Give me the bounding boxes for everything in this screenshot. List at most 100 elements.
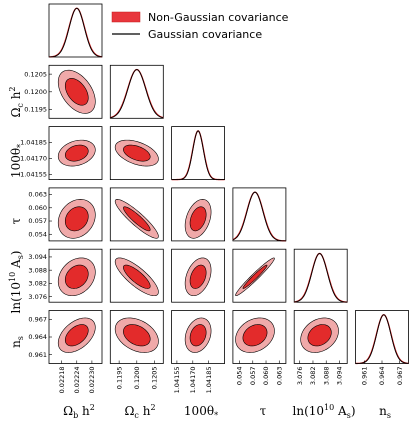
ytick-label: 0.1200 (24, 88, 47, 96)
panel-4-4 (293, 248, 348, 303)
panel-5-0: 0.961 0.964 0.967 0.02218 0.02224 0.02230 (28, 310, 103, 394)
panel-frame (355, 310, 409, 364)
panel-4-3 (232, 248, 287, 303)
panel-frame (48, 3, 103, 58)
panel-frame (109, 64, 164, 119)
marginal-gaussian-2 (171, 130, 225, 181)
panel-frame (232, 187, 287, 242)
xtick-label: 0.1205 (151, 367, 159, 390)
contour-68 (123, 206, 151, 232)
panel-frame (293, 248, 348, 303)
panel-3-0: 0.054 0.057 0.060 0.063 (28, 187, 103, 242)
ytick-label: 1.04170 (20, 155, 47, 163)
xtick-label: 0.964 (378, 367, 386, 386)
xtick-label: 0.1200 (133, 367, 141, 390)
ytick-label: 0.1195 (24, 106, 47, 114)
marginal-gaussian-1 (110, 69, 164, 119)
xlabel-tau: τ (260, 404, 267, 418)
ylabel-lnAs: ln(1010 As) (8, 251, 25, 314)
contour-68 (242, 264, 268, 289)
xlabel-lnAs: ln(1010 As) (293, 403, 356, 420)
panel-5-1: 0.1195 0.1200 0.1205 (109, 310, 164, 390)
marginal-gaussian-0 (48, 7, 103, 58)
contour-68 (189, 324, 207, 347)
panel-2-1 (109, 126, 164, 180)
contour-68 (64, 78, 89, 106)
ylabel-omch2: Ωc h2 (8, 86, 25, 117)
contour-68 (64, 206, 89, 232)
panel-1-0: 0.1195 0.1200 0.1205 (24, 64, 103, 119)
ylabel-ns: ns (9, 336, 25, 348)
ytick-label: 3.088 (28, 266, 47, 274)
panel-5-4: 3.076 3.082 3.088 3.094 (293, 310, 348, 386)
contour-68 (64, 144, 89, 162)
ytick-label: 1.04185 (20, 139, 47, 147)
panel-5-3: 0.054 0.057 0.060 0.063 (232, 310, 287, 386)
y-axis-labels: Ωc h2 100θ* τ ln(1010 As) ns (8, 86, 25, 347)
ytick-label: 0.057 (28, 217, 47, 225)
xtick-label: 0.02218 (58, 367, 66, 394)
contour-68 (64, 264, 89, 289)
panel-3-1 (109, 187, 164, 242)
ytick-label: 0.967 (28, 316, 47, 324)
xtick-label: 0.063 (275, 367, 283, 386)
xtick-label: 0.967 (396, 367, 404, 386)
panel-1-1 (109, 64, 164, 119)
xtick-label: 3.082 (309, 367, 317, 386)
xtick-label: 0.057 (249, 367, 257, 386)
ytick-label: 3.076 (28, 293, 47, 301)
x-axis-labels: Ωb h2 Ωc h2 100θ* τ ln(1010 As) ns (63, 403, 391, 420)
ytick-label: 3.082 (28, 280, 47, 288)
ylabel-tau: τ (9, 217, 23, 224)
xtick-label: 1.04185 (205, 367, 213, 394)
contour-68 (64, 324, 89, 347)
xlabel-omch2: Ωc h2 (124, 403, 155, 420)
ytick-label: 0.063 (28, 191, 47, 199)
contour-68 (189, 206, 207, 232)
panel-5-5: 0.961 0.964 0.967 (355, 310, 409, 386)
ytick-label: 0.1205 (24, 70, 47, 78)
xtick-label: 0.961 (361, 367, 369, 386)
xtick-label: 3.094 (336, 367, 344, 386)
contour-68 (123, 324, 151, 347)
contour-68 (307, 324, 332, 347)
legend-patch-nongaussian (111, 11, 141, 23)
contour-68 (242, 324, 268, 347)
panel-3-2 (171, 187, 226, 242)
panel-frame (171, 126, 226, 180)
xtick-label: 1.04170 (189, 367, 197, 394)
ytick-label: 3.094 (28, 253, 47, 261)
panels-group: 0.1195 0.1200 0.1205 1.04155 1.04170 1.04185 0… (20, 3, 409, 394)
ytick-label: 0.054 (28, 230, 47, 238)
xlabel-ns: ns (379, 404, 391, 420)
panel-3-3 (232, 187, 287, 242)
ytick-label: 0.060 (28, 204, 47, 212)
xlabel-theta: 100θ* (184, 404, 218, 420)
ytick-label: 0.961 (28, 351, 47, 359)
xtick-label: 0.02224 (73, 367, 81, 394)
legend: Non-Gaussian covariance Gaussian covaria… (111, 11, 289, 41)
panel-4-2 (171, 248, 226, 303)
ytick-label: 0.964 (28, 333, 47, 341)
xtick-label: 3.088 (322, 367, 330, 386)
ylabel-theta: 100θ* (9, 144, 25, 178)
marginal-gaussian-4 (294, 252, 348, 303)
contour-68 (189, 264, 207, 289)
panel-2-0: 1.04155 1.04170 1.04185 (20, 126, 103, 180)
panel-4-1 (109, 248, 164, 303)
xtick-label: 0.1195 (115, 367, 123, 390)
legend-label-gaussian: Gaussian covariance (148, 28, 262, 41)
xtick-label: 3.076 (296, 367, 304, 386)
xtick-label: 1.04155 (173, 367, 181, 394)
panel-5-2: 1.04155 1.04170 1.04185 (171, 310, 226, 394)
xtick-label: 0.054 (236, 367, 244, 386)
contour-68 (123, 144, 151, 162)
marginal-gaussian-3 (232, 191, 286, 242)
xtick-label: 0.02230 (88, 367, 96, 394)
legend-label-nongaussian: Non-Gaussian covariance (148, 11, 289, 24)
xtick-label: 0.060 (262, 367, 270, 386)
panel-0-0 (48, 3, 103, 58)
xlabel-ombh2: Ωb h2 (63, 403, 95, 420)
contour-68 (123, 264, 151, 289)
